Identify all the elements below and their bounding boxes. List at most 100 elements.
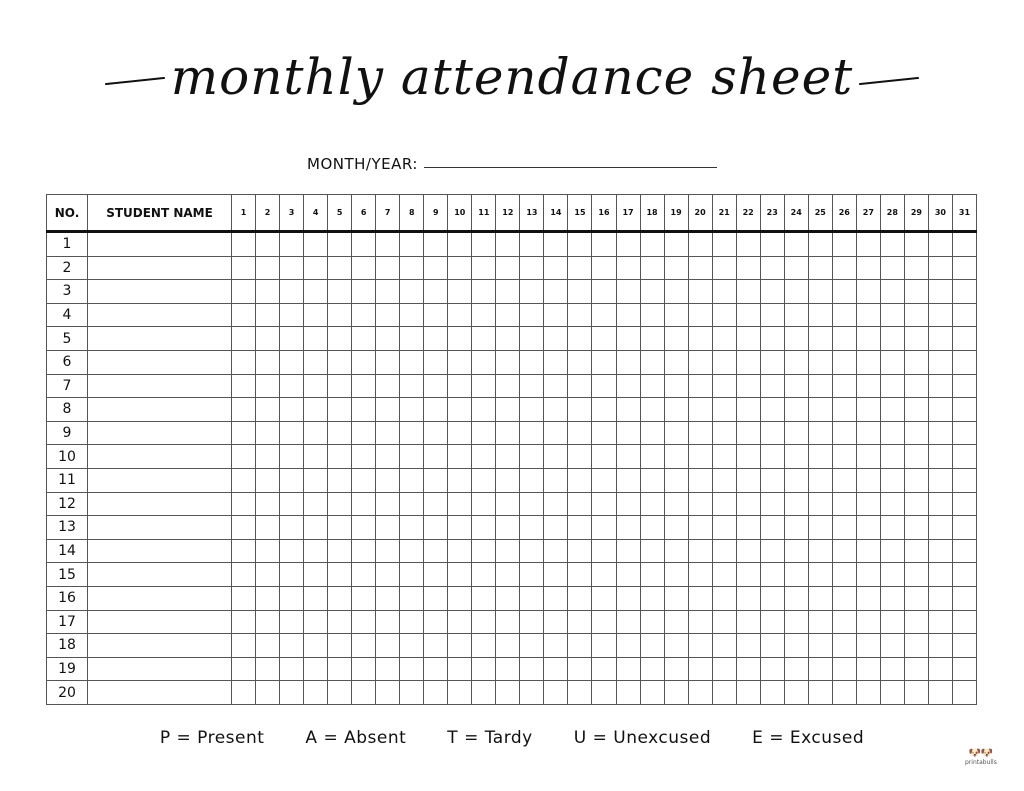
attendance-cell[interactable] — [230, 444, 257, 469]
attendance-cell[interactable] — [639, 491, 665, 517]
attendance-cell[interactable] — [615, 515, 641, 540]
attendance-cell[interactable] — [831, 562, 857, 587]
attendance-cell[interactable] — [951, 279, 978, 304]
attendance-cell[interactable] — [855, 467, 881, 493]
attendance-cell[interactable] — [423, 562, 449, 587]
attendance-cell[interactable] — [519, 562, 545, 587]
attendance-cell[interactable] — [735, 326, 761, 351]
attendance-cell[interactable] — [783, 609, 809, 635]
attendance-cell[interactable] — [255, 680, 281, 705]
student-name-cell[interactable] — [87, 467, 232, 493]
attendance-cell[interactable] — [279, 680, 305, 705]
attendance-cell[interactable] — [759, 255, 785, 281]
attendance-cell[interactable] — [879, 656, 905, 682]
attendance-cell[interactable] — [639, 420, 665, 446]
attendance-cell[interactable] — [495, 609, 521, 635]
attendance-cell[interactable] — [327, 349, 353, 375]
attendance-cell[interactable] — [351, 562, 377, 587]
attendance-cell[interactable] — [663, 444, 689, 469]
attendance-cell[interactable] — [399, 633, 425, 658]
attendance-cell[interactable] — [519, 373, 545, 399]
attendance-cell[interactable] — [447, 279, 473, 304]
attendance-cell[interactable] — [759, 609, 785, 635]
attendance-cell[interactable] — [567, 231, 593, 257]
attendance-cell[interactable] — [351, 302, 377, 328]
attendance-cell[interactable] — [279, 231, 305, 257]
attendance-cell[interactable] — [303, 680, 329, 705]
attendance-cell[interactable] — [543, 656, 569, 682]
student-name-cell[interactable] — [87, 302, 232, 328]
attendance-cell[interactable] — [375, 585, 401, 611]
attendance-cell[interactable] — [230, 397, 257, 422]
attendance-cell[interactable] — [831, 656, 857, 682]
attendance-cell[interactable] — [399, 467, 425, 493]
attendance-cell[interactable] — [735, 609, 761, 635]
attendance-cell[interactable] — [279, 420, 305, 446]
attendance-cell[interactable] — [447, 680, 473, 705]
student-name-cell[interactable] — [87, 656, 232, 682]
attendance-cell[interactable] — [495, 302, 521, 328]
attendance-cell[interactable] — [711, 656, 737, 682]
attendance-cell[interactable] — [543, 680, 569, 705]
attendance-cell[interactable] — [807, 538, 833, 564]
attendance-cell[interactable] — [279, 467, 305, 493]
attendance-cell[interactable] — [951, 562, 978, 587]
attendance-cell[interactable] — [711, 609, 737, 635]
attendance-cell[interactable] — [495, 279, 521, 304]
student-name-cell[interactable] — [87, 444, 232, 469]
attendance-cell[interactable] — [663, 515, 689, 540]
attendance-cell[interactable] — [351, 444, 377, 469]
attendance-cell[interactable] — [447, 255, 473, 281]
attendance-cell[interactable] — [303, 326, 329, 351]
attendance-cell[interactable] — [711, 279, 737, 304]
attendance-cell[interactable] — [471, 279, 497, 304]
attendance-cell[interactable] — [615, 609, 641, 635]
attendance-cell[interactable] — [951, 538, 978, 564]
attendance-cell[interactable] — [927, 538, 953, 564]
attendance-cell[interactable] — [663, 491, 689, 517]
attendance-cell[interactable] — [423, 231, 449, 257]
attendance-cell[interactable] — [783, 515, 809, 540]
attendance-cell[interactable] — [447, 609, 473, 635]
attendance-cell[interactable] — [495, 515, 521, 540]
attendance-cell[interactable] — [903, 585, 929, 611]
attendance-cell[interactable] — [783, 491, 809, 517]
attendance-cell[interactable] — [735, 680, 761, 705]
attendance-cell[interactable] — [519, 326, 545, 351]
attendance-cell[interactable] — [447, 349, 473, 375]
attendance-cell[interactable] — [327, 231, 353, 257]
attendance-cell[interactable] — [855, 656, 881, 682]
attendance-cell[interactable] — [663, 279, 689, 304]
attendance-cell[interactable] — [255, 326, 281, 351]
attendance-cell[interactable] — [927, 231, 953, 257]
attendance-cell[interactable] — [687, 562, 713, 587]
attendance-cell[interactable] — [327, 279, 353, 304]
attendance-cell[interactable] — [831, 349, 857, 375]
attendance-cell[interactable] — [591, 397, 617, 422]
attendance-cell[interactable] — [447, 491, 473, 517]
attendance-cell[interactable] — [351, 585, 377, 611]
attendance-cell[interactable] — [951, 491, 978, 517]
attendance-cell[interactable] — [783, 349, 809, 375]
attendance-cell[interactable] — [687, 633, 713, 658]
attendance-cell[interactable] — [519, 255, 545, 281]
attendance-cell[interactable] — [831, 420, 857, 446]
attendance-cell[interactable] — [759, 231, 785, 257]
attendance-cell[interactable] — [279, 491, 305, 517]
attendance-cell[interactable] — [855, 302, 881, 328]
attendance-cell[interactable] — [663, 585, 689, 611]
attendance-cell[interactable] — [519, 585, 545, 611]
attendance-cell[interactable] — [255, 349, 281, 375]
attendance-cell[interactable] — [783, 255, 809, 281]
attendance-cell[interactable] — [255, 467, 281, 493]
attendance-cell[interactable] — [423, 609, 449, 635]
attendance-cell[interactable] — [687, 538, 713, 564]
attendance-cell[interactable] — [879, 444, 905, 469]
attendance-cell[interactable] — [230, 515, 257, 540]
attendance-cell[interactable] — [255, 538, 281, 564]
attendance-cell[interactable] — [519, 680, 545, 705]
attendance-cell[interactable] — [327, 444, 353, 469]
attendance-cell[interactable] — [927, 255, 953, 281]
attendance-cell[interactable] — [567, 397, 593, 422]
attendance-cell[interactable] — [807, 515, 833, 540]
